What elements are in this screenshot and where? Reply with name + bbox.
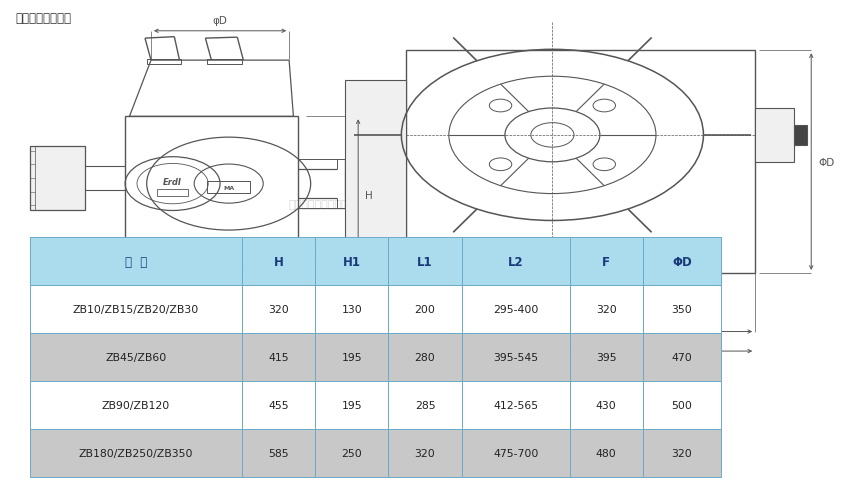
- Text: H1: H1: [343, 255, 361, 268]
- Bar: [570, 238, 643, 285]
- Text: 130: 130: [341, 305, 362, 314]
- Bar: [315, 333, 388, 381]
- Bar: [207, 182, 250, 194]
- Bar: [315, 238, 388, 285]
- Bar: [794, 126, 807, 145]
- Text: F: F: [602, 255, 610, 268]
- Text: 470: 470: [671, 352, 692, 362]
- Text: ZB180/ZB250/ZB350: ZB180/ZB250/ZB350: [79, 448, 193, 458]
- Text: 320: 320: [595, 305, 617, 314]
- Text: H: H: [274, 255, 283, 268]
- Text: L1: L1: [417, 255, 433, 268]
- Text: L2: L2: [647, 358, 660, 367]
- Bar: [30, 238, 242, 285]
- Text: 415: 415: [268, 352, 288, 362]
- Bar: [492, 273, 613, 317]
- Bar: [643, 333, 721, 381]
- Text: 585: 585: [268, 448, 288, 458]
- Bar: [345, 81, 406, 244]
- Text: 195: 195: [342, 400, 362, 410]
- Text: ZB45/ZB60: ZB45/ZB60: [105, 352, 167, 362]
- Bar: [95, 259, 328, 268]
- Bar: [444, 317, 466, 329]
- Text: 295-400: 295-400: [493, 305, 539, 314]
- Text: 395-545: 395-545: [493, 352, 539, 362]
- Text: 200: 200: [414, 305, 436, 314]
- Text: 395: 395: [596, 352, 616, 362]
- Bar: [643, 429, 721, 477]
- Bar: [462, 429, 570, 477]
- Bar: [462, 285, 570, 333]
- Bar: [462, 381, 570, 429]
- Text: 455: 455: [268, 400, 288, 410]
- Bar: [242, 429, 315, 477]
- Text: 280: 280: [414, 352, 436, 362]
- Bar: [108, 242, 315, 259]
- Text: 250: 250: [341, 448, 362, 458]
- Bar: [570, 285, 643, 333]
- Text: 480: 480: [595, 448, 617, 458]
- Text: 475-700: 475-700: [493, 448, 539, 458]
- Text: MA: MA: [223, 185, 235, 190]
- Text: 320: 320: [671, 448, 692, 458]
- Bar: [147, 60, 181, 65]
- Bar: [157, 190, 188, 196]
- Text: 350: 350: [671, 305, 692, 314]
- Text: 外形及外形尺寸表: 外形及外形尺寸表: [16, 12, 72, 25]
- Text: H: H: [365, 191, 373, 201]
- Bar: [570, 333, 643, 381]
- Text: 320: 320: [414, 448, 436, 458]
- Bar: [242, 238, 315, 285]
- Bar: [570, 381, 643, 429]
- Text: ZB90/ZB120: ZB90/ZB120: [102, 400, 170, 410]
- Bar: [30, 333, 242, 381]
- Text: L2: L2: [507, 255, 524, 268]
- Bar: [406, 51, 755, 273]
- Bar: [388, 429, 462, 477]
- Bar: [388, 381, 462, 429]
- Bar: [388, 333, 462, 381]
- Text: ZB10/ZB15/ZB20/ZB30: ZB10/ZB15/ZB20/ZB30: [72, 305, 199, 314]
- Bar: [643, 381, 721, 429]
- Bar: [242, 333, 315, 381]
- Bar: [345, 173, 361, 195]
- Text: ΦD: ΦD: [672, 255, 691, 268]
- Text: 500: 500: [671, 400, 692, 410]
- Bar: [315, 381, 388, 429]
- Text: ErdI: ErdI: [163, 177, 182, 186]
- Bar: [30, 429, 242, 477]
- Bar: [30, 146, 85, 211]
- Bar: [207, 60, 242, 65]
- Text: ΦD: ΦD: [818, 157, 835, 167]
- Text: φD: φD: [212, 16, 228, 26]
- Bar: [388, 285, 462, 333]
- Bar: [125, 117, 298, 242]
- Bar: [755, 109, 794, 163]
- Text: 412-565: 412-565: [493, 400, 539, 410]
- Text: 上海湖泉阀门集团有限公司: 上海湖泉阀门集团有限公司: [288, 200, 368, 210]
- Bar: [462, 333, 570, 381]
- Bar: [643, 238, 721, 285]
- Bar: [242, 285, 315, 333]
- Text: 195: 195: [342, 352, 362, 362]
- Bar: [198, 283, 259, 289]
- Text: 285: 285: [415, 400, 435, 410]
- Text: 型  号: 型 号: [125, 255, 147, 268]
- Bar: [30, 285, 242, 333]
- Bar: [242, 381, 315, 429]
- Bar: [432, 285, 492, 312]
- Text: 320: 320: [268, 305, 289, 314]
- Bar: [643, 285, 721, 333]
- Bar: [462, 238, 570, 285]
- Text: H1: H1: [323, 253, 337, 263]
- Bar: [315, 285, 388, 333]
- Text: L1: L1: [574, 338, 587, 348]
- Bar: [388, 238, 462, 285]
- Text: 430: 430: [595, 400, 617, 410]
- Bar: [216, 268, 242, 283]
- Bar: [315, 429, 388, 477]
- Bar: [570, 429, 643, 477]
- Bar: [30, 381, 242, 429]
